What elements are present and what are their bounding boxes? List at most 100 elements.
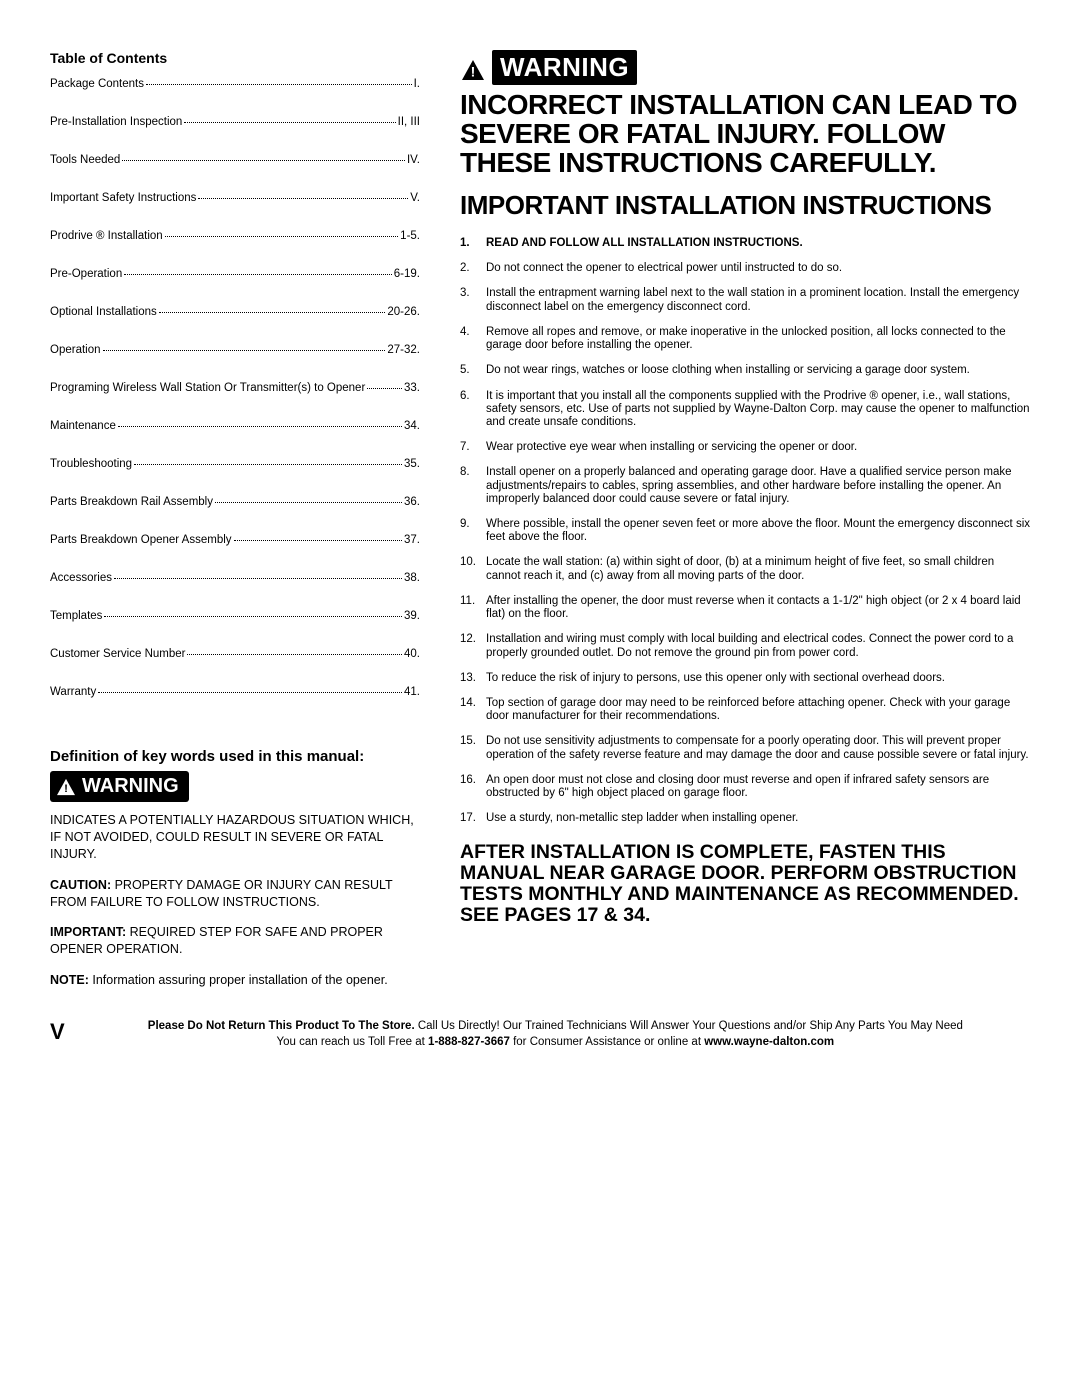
toc-dots bbox=[187, 654, 402, 655]
toc-row: Maintenance 34. bbox=[50, 420, 420, 432]
toc-label: Pre-Operation bbox=[50, 268, 122, 280]
toc-page: II, III bbox=[398, 116, 420, 128]
toc-label: Warranty bbox=[50, 686, 96, 698]
important-definition: IMPORTANT: REQUIRED STEP FOR SAFE AND PR… bbox=[50, 924, 420, 958]
instruction-item: Installation and wiring must comply with… bbox=[460, 633, 1030, 659]
instruction-item: Remove all ropes and remove, or make ino… bbox=[460, 326, 1030, 352]
warning-triangle-icon: ! bbox=[460, 57, 486, 79]
warning-triangle-icon: ! bbox=[56, 778, 76, 796]
toc-heading: Table of Contents bbox=[50, 50, 420, 66]
toc-dots bbox=[134, 464, 402, 465]
toc-dots bbox=[184, 122, 395, 123]
toc-label: Tools Needed bbox=[50, 154, 120, 166]
toc-page: 20-26. bbox=[387, 306, 420, 318]
page-number: V bbox=[50, 1019, 65, 1045]
toc-row: Package Contents I. bbox=[50, 78, 420, 90]
svg-text:!: ! bbox=[64, 782, 68, 794]
toc-label: Parts Breakdown Rail Assembly bbox=[50, 496, 213, 508]
toc-dots bbox=[118, 426, 402, 427]
instruction-item: Locate the wall station: (a) within sigh… bbox=[460, 556, 1030, 582]
toc-dots bbox=[124, 274, 392, 275]
instruction-item: An open door must not close and closing … bbox=[460, 774, 1030, 800]
toc-row: Pre-Operation 6-19. bbox=[50, 268, 420, 280]
toc-label: Important Safety Instructions bbox=[50, 192, 196, 204]
warning-badge: ! WARNING bbox=[50, 771, 189, 802]
toc-row: Important Safety Instructions V. bbox=[50, 192, 420, 204]
instruction-item: Top section of garage door may need to b… bbox=[460, 697, 1030, 723]
toc-row: Programing Wireless Wall Station Or Tran… bbox=[50, 382, 420, 394]
caution-definition: CAUTION: PROPERTY DAMAGE OR INJURY CAN R… bbox=[50, 877, 420, 911]
toc-row: Parts Breakdown Opener Assembly 37. bbox=[50, 534, 420, 546]
toc-row: Prodrive ® Installation1-5. bbox=[50, 230, 420, 242]
toc-dots bbox=[159, 312, 386, 313]
toc-dots bbox=[367, 388, 402, 389]
definitions-heading: Definition of key words used in this man… bbox=[50, 748, 420, 765]
toc-page: 33. bbox=[404, 382, 420, 394]
toc-label: Package Contents bbox=[50, 78, 144, 90]
footer-text: Please Do Not Return This Product To The… bbox=[81, 1019, 1030, 1050]
top-warning-text: WARNING bbox=[492, 50, 637, 85]
instruction-item: Do not wear rings, watches or loose clot… bbox=[460, 364, 1030, 377]
toc-label: Optional Installations bbox=[50, 306, 157, 318]
toc-row: Parts Breakdown Rail Assembly 36. bbox=[50, 496, 420, 508]
toc-page: 40. bbox=[404, 648, 420, 660]
instruction-item: READ AND FOLLOW ALL INSTALLATION INSTRUC… bbox=[460, 237, 1030, 250]
toc-dots bbox=[215, 502, 402, 503]
toc-row: Pre-Installation Inspection II, III bbox=[50, 116, 420, 128]
instruction-item: Do not use sensitivity adjustments to co… bbox=[460, 735, 1030, 761]
toc-page: 37. bbox=[404, 534, 420, 546]
toc-page: 6-19. bbox=[394, 268, 420, 280]
table-of-contents: Package Contents I. Pre-Installation Inspe… bbox=[50, 78, 420, 698]
toc-label: Accessories bbox=[50, 572, 112, 584]
toc-label: Pre-Installation Inspection bbox=[50, 116, 182, 128]
toc-row: Customer Service Number 40. bbox=[50, 648, 420, 660]
toc-label: Troubleshooting bbox=[50, 458, 132, 470]
toc-row: Warranty 41. bbox=[50, 686, 420, 698]
instruction-item: Install the entrapment warning label nex… bbox=[460, 287, 1030, 313]
toc-row: Templates 39. bbox=[50, 610, 420, 622]
toc-label: Programing Wireless Wall Station Or Tran… bbox=[50, 382, 365, 394]
instruction-item: It is important that you install all the… bbox=[460, 390, 1030, 430]
main-headline: INCORRECT INSTALLATION CAN LEAD TO SEVER… bbox=[460, 90, 1030, 178]
toc-dots bbox=[98, 692, 402, 693]
toc-dots bbox=[234, 540, 402, 541]
instructions-heading: IMPORTANT INSTALLATION INSTRUCTIONS bbox=[460, 192, 1030, 219]
toc-row: Tools Needed IV. bbox=[50, 154, 420, 166]
toc-dots bbox=[198, 198, 408, 199]
toc-row: Optional Installations 20-26. bbox=[50, 306, 420, 318]
instruction-item: Wear protective eye wear when installing… bbox=[460, 441, 1030, 454]
warning-definition: INDICATES A POTENTIALLY HAZARDOUS SITUAT… bbox=[50, 812, 420, 863]
toc-page: 36. bbox=[404, 496, 420, 508]
after-install-notice: AFTER INSTALLATION IS COMPLETE, FASTEN T… bbox=[460, 842, 1030, 926]
toc-dots bbox=[104, 616, 402, 617]
top-warning-badge: ! WARNING bbox=[460, 50, 637, 85]
toc-page: IV. bbox=[407, 154, 420, 166]
toc-dots bbox=[122, 160, 405, 161]
toc-label: Maintenance bbox=[50, 420, 116, 432]
instruction-item: Install opener on a properly balanced an… bbox=[460, 466, 1030, 506]
toc-page: 35. bbox=[404, 458, 420, 470]
toc-dots bbox=[146, 84, 412, 85]
instruction-item: Use a sturdy, non-metallic step ladder w… bbox=[460, 812, 1030, 825]
instruction-item: Do not connect the opener to electrical … bbox=[460, 262, 1030, 275]
toc-page: V. bbox=[410, 192, 420, 204]
instruction-item: After installing the opener, the door mu… bbox=[460, 595, 1030, 621]
toc-dots bbox=[114, 578, 402, 579]
instruction-item: Where possible, install the opener seven… bbox=[460, 518, 1030, 544]
instruction-item: To reduce the risk of injury to persons,… bbox=[460, 672, 1030, 685]
toc-page: I. bbox=[414, 78, 420, 90]
toc-row: Troubleshooting 35. bbox=[50, 458, 420, 470]
toc-page: 41. bbox=[404, 686, 420, 698]
toc-label: Prodrive ® Installation bbox=[50, 230, 163, 242]
toc-label: Templates bbox=[50, 610, 102, 622]
toc-dots bbox=[103, 350, 386, 351]
instruction-list: READ AND FOLLOW ALL INSTALLATION INSTRUC… bbox=[460, 237, 1030, 826]
toc-label: Parts Breakdown Opener Assembly bbox=[50, 534, 232, 546]
toc-page: 38. bbox=[404, 572, 420, 584]
toc-page: 27-32. bbox=[387, 344, 420, 356]
toc-row: Operation 27-32. bbox=[50, 344, 420, 356]
svg-text:!: ! bbox=[471, 63, 476, 79]
toc-label: Operation bbox=[50, 344, 101, 356]
toc-page: 39. bbox=[404, 610, 420, 622]
toc-page: 34. bbox=[404, 420, 420, 432]
